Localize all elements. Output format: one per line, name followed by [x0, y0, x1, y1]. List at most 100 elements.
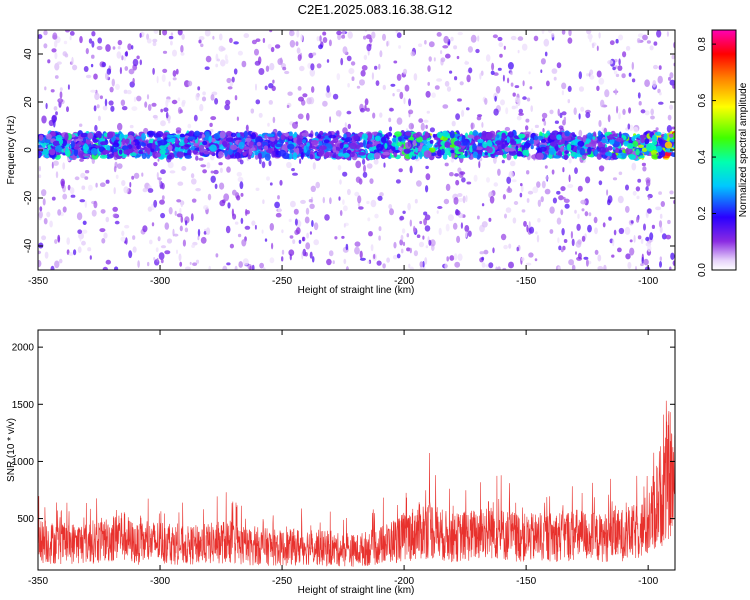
spectrogram-cell: [511, 144, 516, 148]
spectrogram-cell: [155, 247, 159, 253]
spectrogram-cell: [668, 133, 674, 138]
spectrogram-cell: [176, 249, 178, 254]
spectrogram-cell: [445, 53, 451, 59]
spectrogram-cell: [202, 169, 208, 174]
spectrogram-cell: [150, 148, 155, 153]
spectrogram-cell: [152, 38, 158, 43]
spectrogram-cell: [360, 107, 365, 113]
spectrogram-cell: [89, 255, 92, 260]
spectrogram-cell: [96, 104, 100, 109]
spectrogram-cell: [270, 137, 276, 142]
spectrogram-cell: [587, 146, 592, 155]
spectrogram-cell: [110, 105, 115, 112]
spectrogram-cell: [242, 151, 247, 156]
spectrogram-cell: [644, 79, 650, 87]
spectrogram-cell: [113, 165, 117, 173]
spectrogram-cell: [528, 252, 534, 258]
spectrogram-cell: [650, 115, 655, 120]
spectrogram-cell: [123, 89, 128, 94]
spectrogram-cell: [481, 130, 488, 138]
spectrogram-cell: [344, 137, 353, 142]
spectrogram-cell: [560, 248, 564, 253]
spectrogram-cell: [312, 162, 316, 170]
spectrogram-cell: [136, 55, 140, 60]
spectrogram-cell: [41, 235, 47, 241]
spectrogram-cell: [370, 199, 377, 208]
spectrogram-cell: [529, 137, 534, 145]
spectrogram-cell: [349, 142, 357, 150]
spectrogram-cell: [90, 89, 96, 93]
spectrogram-cell: [556, 134, 562, 141]
spectrogram-cell: [390, 83, 396, 87]
spectrogram-cell: [637, 235, 642, 240]
spectrogram-cell: [413, 250, 418, 257]
spectrogram-cell: [397, 147, 403, 151]
spectrogram-cell: [362, 171, 368, 178]
spectrogram-cell: [254, 150, 258, 156]
spectrogram-cell: [443, 35, 450, 44]
spectrogram-cell: [173, 233, 179, 237]
spectrogram-cell: [156, 257, 159, 263]
spectrogram-cell: [566, 143, 572, 151]
spectrogram-cell: [457, 31, 463, 36]
spectrogram-cell: [578, 86, 585, 92]
x-tick-label: -150: [516, 576, 536, 587]
spectrogram-cell: [168, 207, 173, 215]
spectrogram-cell: [486, 146, 493, 154]
spectrogram-cell: [666, 31, 670, 37]
spectrogram-cell: [501, 132, 506, 141]
spectrogram-cell: [38, 165, 42, 172]
spectrogram-cell: [105, 216, 110, 223]
spectrogram-cell: [99, 154, 108, 159]
spectrogram-cell: [83, 153, 91, 157]
spectrogram-cell: [155, 152, 162, 158]
spectrogram-cell: [302, 236, 306, 242]
spectrogram-cell: [571, 264, 576, 270]
spectrogram-cell: [484, 152, 489, 156]
spectrogram-cell: [44, 139, 51, 144]
spectrogram-cell: [510, 35, 517, 41]
snr-series-line: [38, 400, 675, 567]
spectrogram-cell: [262, 199, 265, 204]
spectrogram-cell: [574, 155, 578, 159]
spectrogram-cell: [329, 153, 333, 157]
spectrogram-cell: [361, 65, 368, 71]
spectrogram-cell: [315, 181, 321, 189]
spectrogram-cell: [549, 109, 554, 115]
spectrogram-cell: [527, 190, 534, 195]
spectrogram-cell: [332, 260, 335, 265]
spectrogram-cell: [210, 170, 214, 174]
spectrogram-cell: [450, 149, 455, 154]
spectrogram-cell: [453, 197, 459, 205]
spectrogram-cell: [166, 238, 173, 244]
spectrogram-cell: [529, 86, 533, 90]
spectrogram-cell: [214, 183, 218, 189]
spectrogram-cell: [497, 266, 501, 270]
spectrogram-cell: [339, 179, 342, 185]
spectrogram-cell: [528, 71, 531, 75]
spectrogram-cell: [160, 154, 165, 159]
spectrogram-cell: [127, 43, 132, 51]
spectrogram-cell: [649, 232, 654, 241]
spectrogram-cell: [251, 264, 255, 270]
spectrogram-cell: [76, 212, 83, 221]
spectrogram-cell: [38, 250, 42, 255]
spectrogram-cell: [386, 257, 390, 263]
spectrogram-cell: [226, 166, 231, 173]
spectrogram-cell: [559, 112, 563, 119]
spectrogram-cell: [409, 165, 413, 174]
spectrogram-cell: [449, 130, 455, 139]
spectrogram-cell: [625, 184, 629, 191]
spectrogram-cell: [478, 161, 481, 169]
spectrogram-cell: [396, 117, 403, 125]
spectrogram-cell: [509, 160, 516, 167]
spectrogram-cell: [521, 43, 528, 51]
spectrogram-cell: [51, 114, 57, 122]
spectrogram-cell: [284, 70, 290, 75]
spectrogram-cell: [59, 98, 62, 103]
spectrogram-cell: [343, 205, 348, 212]
spectrogram-cell: [347, 83, 350, 88]
spectrogram-cell: [461, 177, 466, 183]
spectrogram-cell: [470, 34, 477, 43]
spectrogram-cell: [343, 147, 347, 155]
